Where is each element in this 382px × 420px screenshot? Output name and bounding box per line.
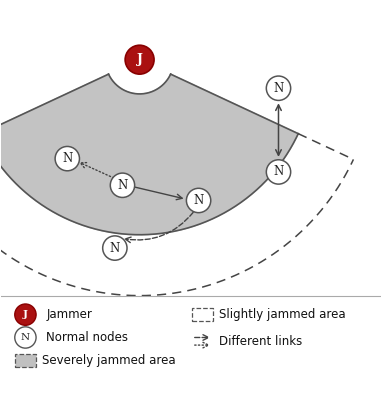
Text: Normal nodes: Normal nodes — [46, 331, 128, 344]
Text: J: J — [137, 53, 142, 66]
Circle shape — [266, 160, 291, 184]
Text: J: J — [23, 310, 28, 319]
Text: N: N — [274, 82, 283, 95]
Polygon shape — [0, 74, 298, 235]
Text: Different links: Different links — [219, 335, 302, 348]
Circle shape — [103, 236, 127, 260]
Circle shape — [110, 173, 134, 197]
Text: N: N — [62, 152, 73, 165]
Circle shape — [15, 304, 36, 326]
Text: N: N — [21, 333, 30, 342]
Circle shape — [55, 147, 79, 171]
Text: N: N — [110, 241, 120, 255]
Text: N: N — [193, 194, 204, 207]
Text: Jammer: Jammer — [46, 308, 92, 321]
Circle shape — [186, 188, 211, 213]
Bar — [15, 354, 36, 367]
Circle shape — [266, 76, 291, 100]
Text: N: N — [274, 165, 283, 178]
Circle shape — [125, 45, 154, 74]
Text: Severely jammed area: Severely jammed area — [42, 354, 175, 367]
Circle shape — [15, 327, 36, 348]
Text: N: N — [117, 179, 128, 192]
Bar — [192, 308, 213, 321]
Text: Slightly jammed area: Slightly jammed area — [219, 308, 345, 321]
